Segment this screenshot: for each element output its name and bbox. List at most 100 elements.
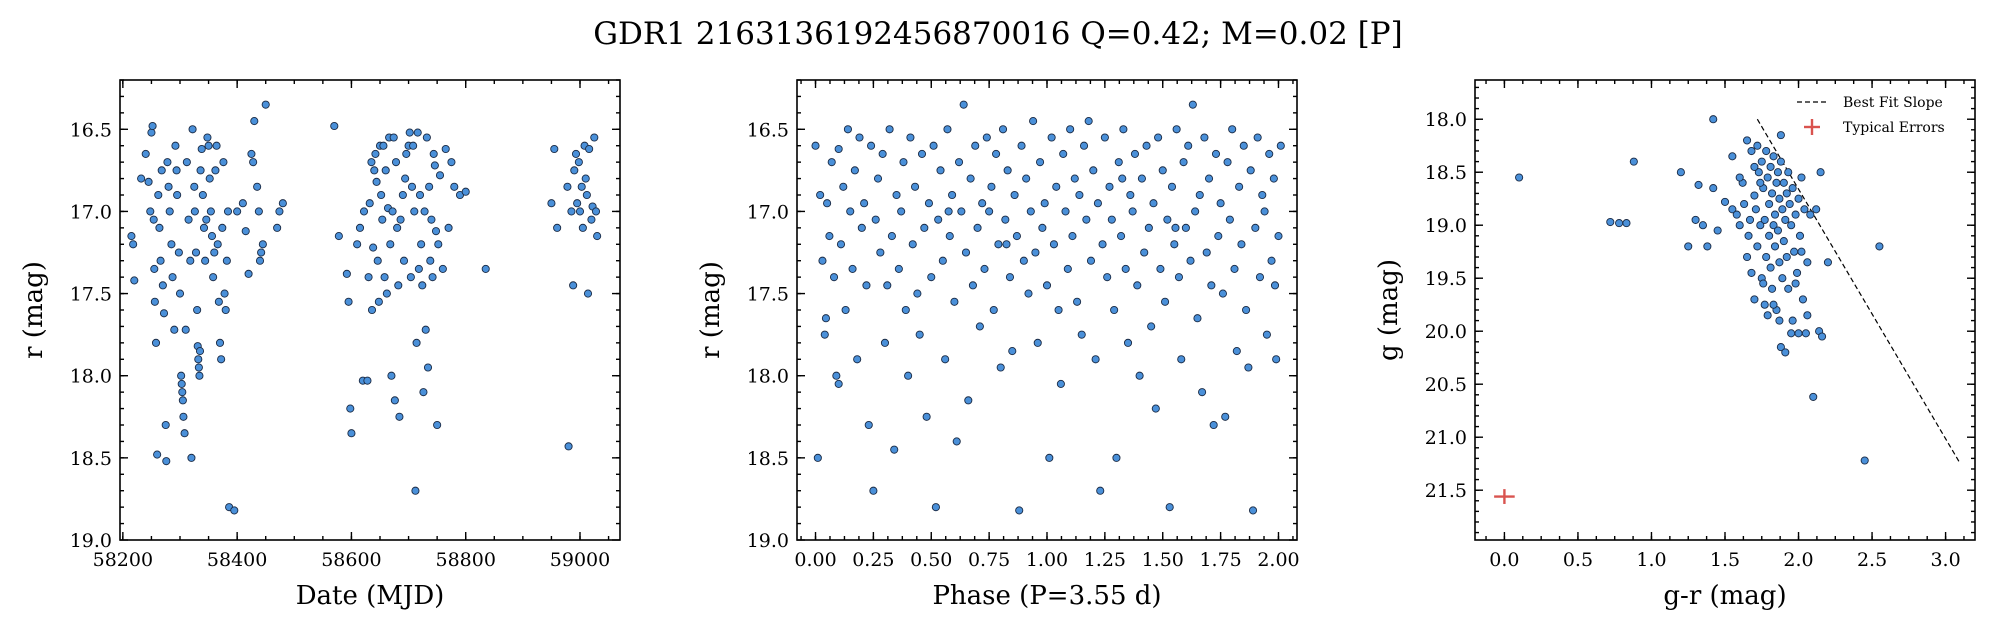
data-point	[880, 338, 890, 347]
data-point	[1770, 242, 1780, 251]
data-point	[943, 125, 952, 134]
x-tick-label: 1.0	[1636, 549, 1666, 571]
x-tick-label: 0.5	[1563, 549, 1593, 571]
data-point	[374, 297, 383, 306]
data-point	[1047, 133, 1056, 142]
data-point	[367, 158, 376, 167]
data-point	[481, 264, 490, 273]
data-point	[836, 240, 846, 249]
data-point	[573, 199, 582, 208]
data-point	[1713, 226, 1722, 235]
data-point	[1788, 184, 1797, 193]
data-point	[1002, 240, 1011, 249]
data-point	[1766, 162, 1775, 171]
data-point	[1765, 231, 1774, 240]
data-point	[410, 207, 419, 216]
data-point	[873, 174, 883, 183]
data-point	[365, 199, 374, 208]
data-point	[1103, 273, 1112, 282]
data-point	[1776, 157, 1785, 166]
data-point	[1151, 404, 1160, 413]
data-point	[985, 207, 994, 216]
data-point	[1720, 197, 1730, 206]
data-point	[174, 248, 183, 257]
data-point	[1788, 316, 1797, 325]
data-point	[1606, 217, 1615, 227]
data-point	[1776, 343, 1785, 352]
data-point	[567, 207, 576, 216]
data-point	[190, 207, 199, 216]
data-point	[850, 166, 859, 175]
data-point	[346, 404, 355, 413]
data-point	[1015, 506, 1024, 515]
x-tick-label: 3.0	[1930, 549, 1960, 571]
data-point	[1276, 141, 1285, 150]
data-point	[379, 141, 388, 150]
data-point	[148, 121, 157, 131]
data-point	[1008, 347, 1017, 356]
data-point	[1089, 166, 1098, 175]
data-point	[150, 264, 159, 273]
data-point	[380, 273, 389, 282]
data-point	[1211, 149, 1221, 158]
data-point	[198, 190, 207, 200]
data-point	[1762, 252, 1771, 262]
data-point	[151, 338, 161, 347]
data-point	[178, 388, 187, 397]
panel-phase-folded: 0.00 0.25 0.50 0.75 1.00 1.25 1.50 1.75 2.00 16.5…	[696, 79, 1300, 611]
data-point	[1177, 355, 1186, 364]
data-point	[1170, 240, 1179, 249]
data-point	[438, 264, 447, 273]
data-point	[1797, 247, 1806, 256]
data-point	[398, 190, 407, 200]
data-point	[1188, 100, 1197, 109]
data-point	[441, 144, 450, 154]
data-point	[1024, 289, 1033, 298]
data-point	[1763, 173, 1772, 182]
y-tick-label: 17.0	[747, 201, 789, 223]
data-point	[938, 256, 947, 265]
data-point	[412, 338, 421, 347]
data-point	[175, 289, 185, 298]
data-point	[367, 305, 377, 315]
data-point	[1265, 149, 1274, 158]
data-point	[929, 141, 938, 150]
data-point	[1239, 141, 1248, 150]
data-point	[1137, 174, 1146, 183]
data-point	[1781, 215, 1790, 224]
x-tick-label: 0.0	[1489, 549, 1519, 571]
data-point	[948, 190, 957, 200]
data-point	[1728, 152, 1737, 161]
x-axis-label: g-r (mag)	[1663, 581, 1786, 611]
data-point	[1216, 199, 1225, 208]
x-tick-label: 58800	[435, 549, 495, 571]
data-point	[570, 166, 579, 175]
data-point	[575, 207, 585, 216]
data-point	[829, 273, 839, 282]
data-point	[1760, 215, 1769, 224]
data-point	[1149, 199, 1158, 208]
x-tick-label: 0.00	[794, 549, 836, 571]
data-point	[906, 133, 915, 142]
data-point	[1768, 189, 1777, 198]
data-point	[422, 133, 431, 142]
data-point	[1515, 173, 1524, 182]
data-point	[414, 264, 423, 273]
data-point	[1766, 263, 1775, 272]
data-point	[233, 207, 242, 216]
data-point	[1063, 264, 1072, 273]
data-point	[194, 363, 203, 372]
data-point	[1769, 152, 1778, 161]
data-point	[257, 248, 266, 257]
data-point	[1077, 330, 1086, 339]
data-point	[1751, 205, 1760, 214]
data-point	[212, 141, 221, 150]
data-point	[1779, 237, 1788, 246]
data-point	[1823, 258, 1832, 267]
data-point	[373, 256, 382, 265]
data-point	[1769, 221, 1778, 230]
data-point	[1093, 199, 1102, 208]
data-point	[450, 182, 459, 191]
data-point	[1809, 392, 1818, 401]
data-point	[1091, 355, 1100, 364]
